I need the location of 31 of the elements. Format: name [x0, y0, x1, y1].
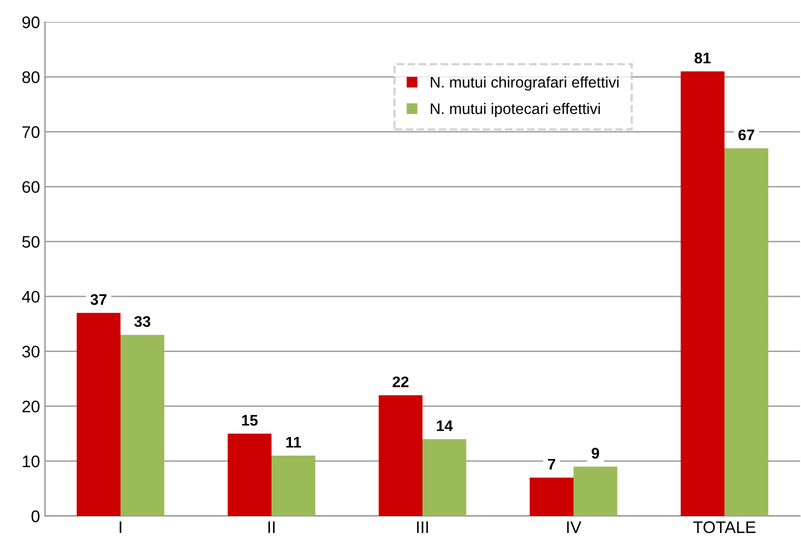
x-tick-label: I	[120, 521, 122, 533]
y-tick-label: 20	[22, 400, 40, 412]
legend-label: N. mutui chirografari effettivi	[430, 76, 618, 91]
data-label: 37	[90, 294, 106, 305]
data-label: 15	[242, 415, 258, 426]
y-tick-label: 90	[22, 16, 40, 28]
data-label: 9	[592, 448, 600, 459]
y-tick-label: 40	[22, 290, 40, 303]
y-tick-label: 0	[32, 510, 40, 522]
data-label: 11	[286, 436, 302, 448]
data-label: 67	[738, 129, 754, 140]
y-tick-label: 80	[22, 71, 40, 84]
bar	[76, 312, 120, 516]
data-label: 7	[548, 458, 556, 470]
x-tick-label: IV	[567, 521, 582, 533]
y-tick-label: 30	[22, 346, 40, 358]
data-label: 33	[134, 316, 150, 327]
x-tick-label: TOTALE	[693, 521, 756, 534]
y-tick-label: 10	[22, 456, 40, 468]
y-tick-label: 50	[22, 236, 40, 248]
data-label: 81	[694, 52, 711, 64]
x-tick-label: III	[417, 521, 428, 533]
data-label: 22	[392, 376, 408, 388]
legend-label: N. mutui ipotecari effettivi	[430, 102, 600, 118]
y-tick-label: 60	[22, 181, 40, 193]
x-tick-label: II	[268, 521, 275, 533]
bar	[574, 466, 618, 516]
bar	[724, 148, 768, 516]
y-tick-label: 70	[22, 126, 40, 138]
bar	[530, 478, 574, 516]
data-label: 14	[436, 420, 453, 432]
